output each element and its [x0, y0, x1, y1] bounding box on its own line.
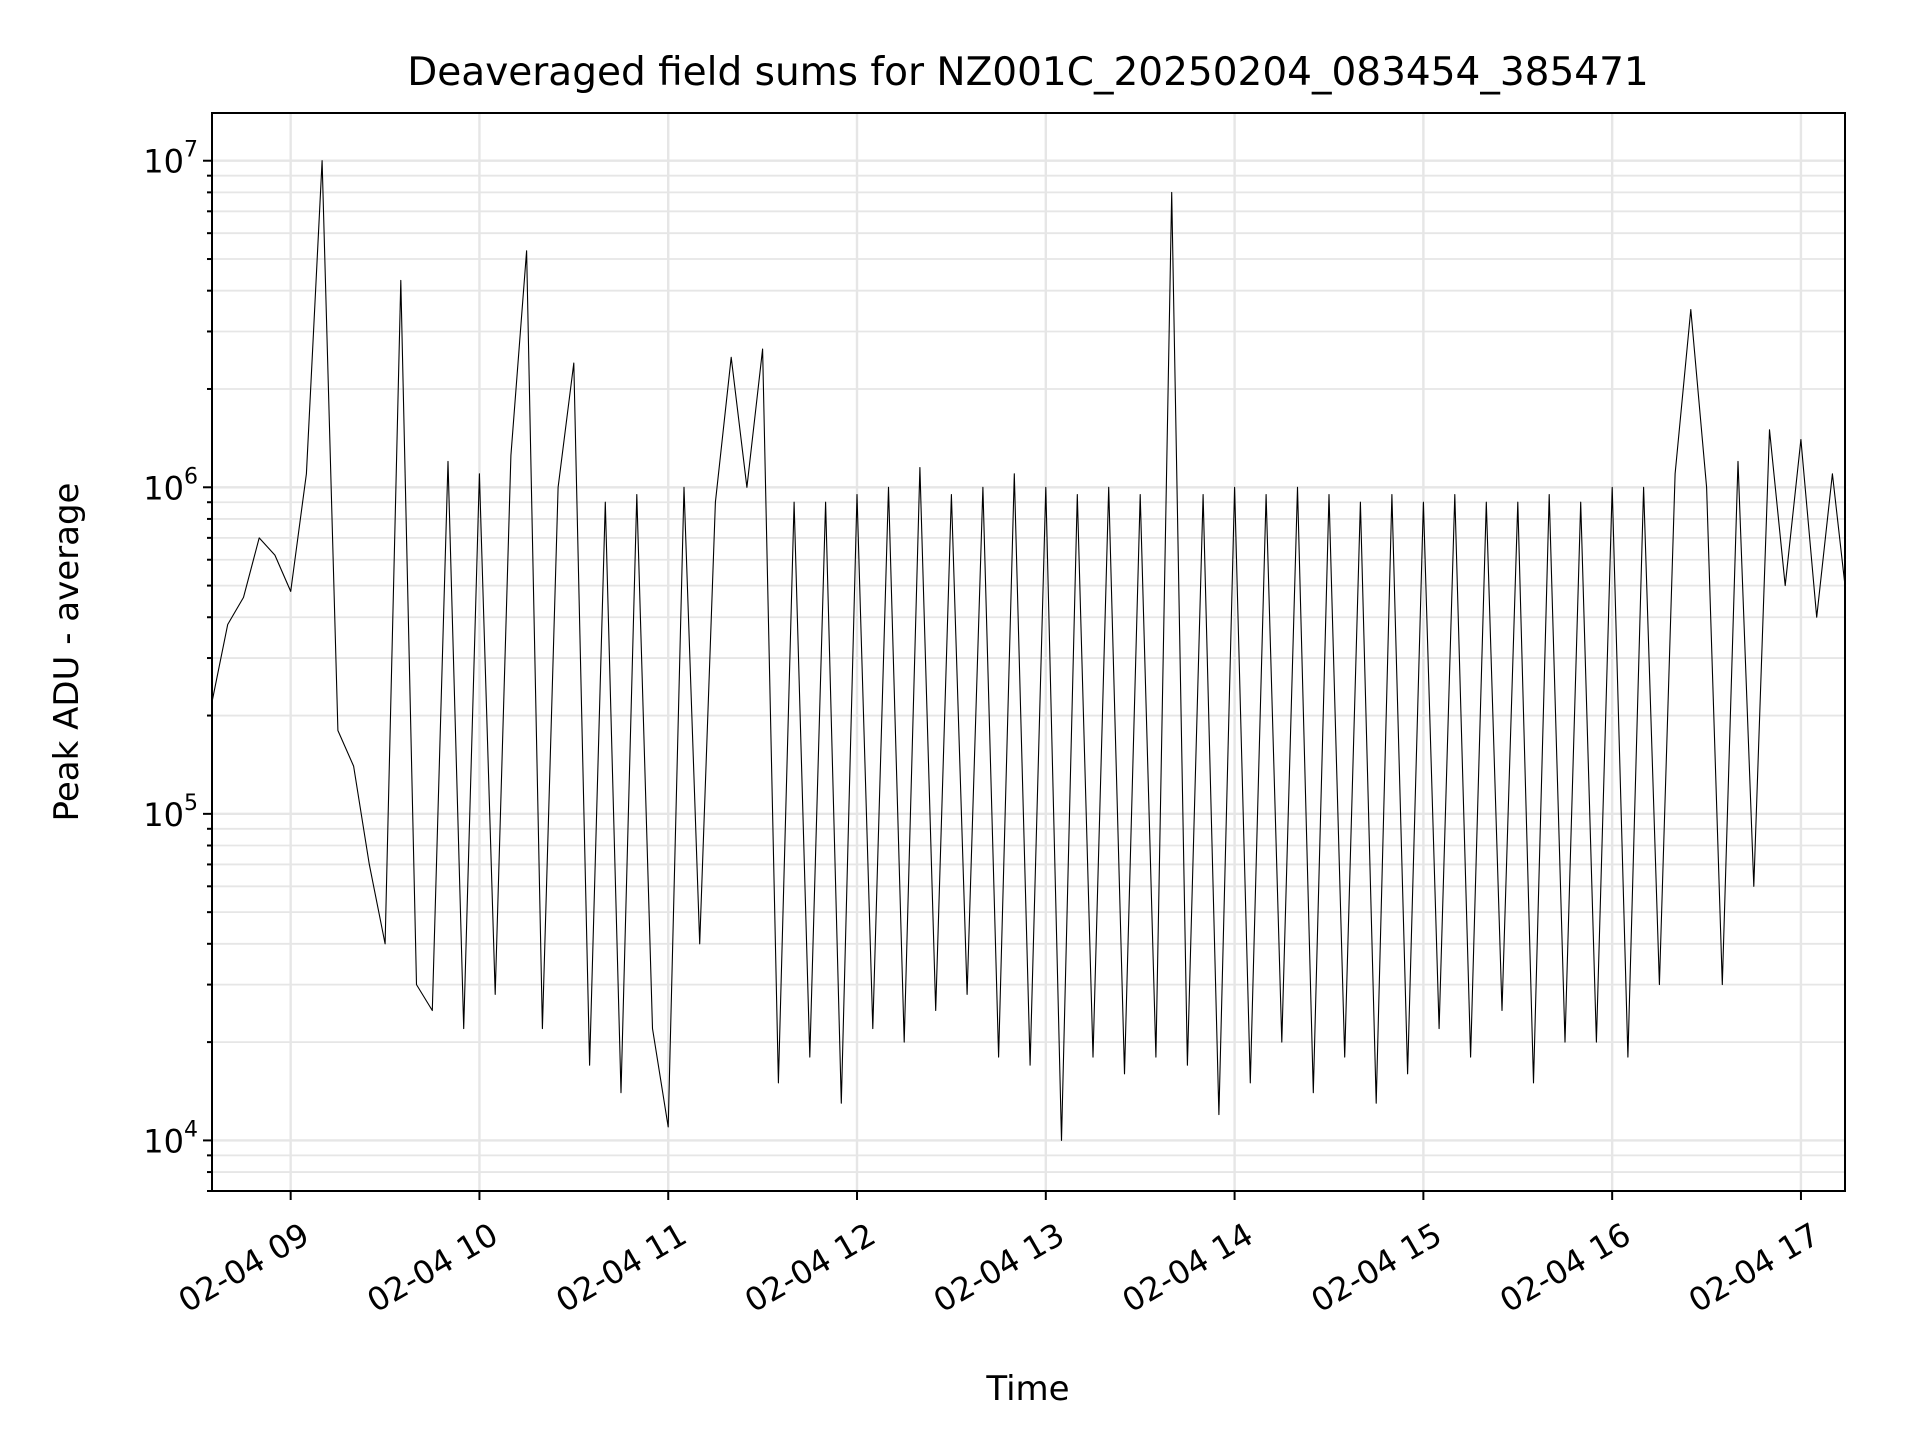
ticks — [203, 159, 1802, 1200]
y-tick-label: 104 — [143, 1117, 198, 1160]
y-tick-label: 105 — [143, 791, 198, 834]
x-axis-label: Time — [985, 1369, 1069, 1409]
grid — [212, 113, 1845, 1192]
y-tick-label: 107 — [143, 138, 198, 181]
y-tick-label: 106 — [143, 464, 198, 507]
chart-title: Deaveraged field sums for NZ001C_2025020… — [407, 50, 1648, 95]
plot-background — [212, 113, 1845, 1191]
plot-frame — [211, 112, 1846, 1192]
y-axis-label: Peak ADU - average — [47, 483, 87, 822]
series-line — [211, 160, 1846, 1141]
series-layer — [211, 160, 1846, 1141]
